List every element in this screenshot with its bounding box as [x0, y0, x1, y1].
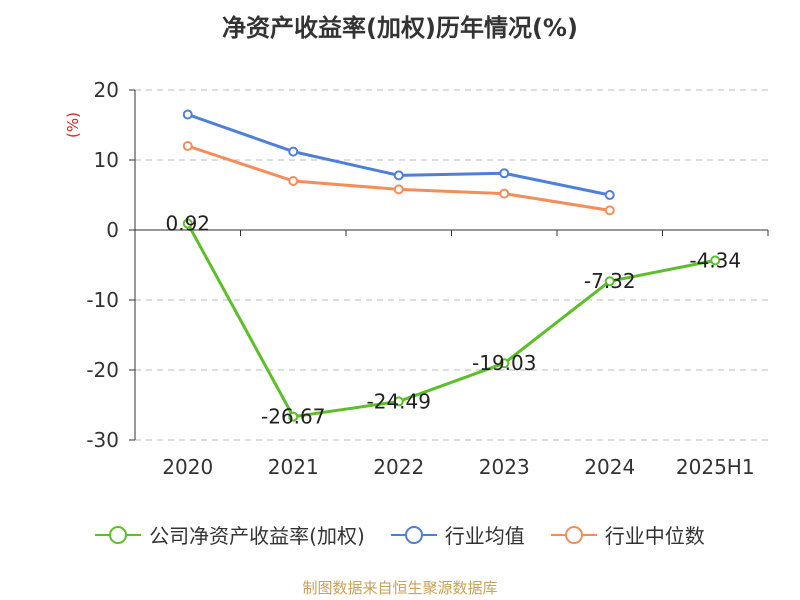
data-point — [288, 411, 299, 422]
data-point — [499, 188, 510, 199]
data-label: -24.49 — [367, 389, 431, 413]
y-tick-label: -30 — [86, 428, 119, 452]
data-point — [604, 190, 615, 200]
y-axis-label: (%) — [64, 112, 82, 138]
data-label: -26.67 — [261, 405, 325, 429]
chart-title: 净资产收益率(加权)历年情况(%) — [222, 14, 578, 42]
data-point — [499, 358, 510, 369]
data-point — [182, 109, 193, 120]
y-tick-label: 20 — [94, 78, 119, 102]
source-note: 制图数据来自恒生聚源数据库 — [302, 579, 498, 597]
data-label: -19.03 — [472, 351, 536, 375]
data-label: 0.92 — [165, 212, 210, 236]
data-point — [604, 276, 615, 287]
legend-item-company[interactable]: 公司净资产收益率(加权) — [95, 520, 365, 549]
series-line — [187, 113, 611, 197]
y-tick-label: -20 — [86, 358, 119, 382]
data-point — [288, 146, 299, 157]
data-point — [288, 176, 299, 186]
x-tick-label: 2020 — [162, 455, 213, 479]
legend-swatch-company — [95, 525, 142, 544]
x-tick-label: 2024 — [584, 455, 635, 479]
y-tick-label: 0 — [106, 218, 119, 242]
data-point — [710, 255, 721, 266]
series-line — [186, 222, 716, 419]
x-tick-label: 2021 — [268, 455, 319, 479]
y-tick-label: -10 — [86, 288, 119, 312]
x-tick-label: 2023 — [479, 455, 530, 479]
data-point — [604, 205, 615, 216]
chart-legend: 公司净资产收益率(加权) 行业均值 行业中位数 — [0, 520, 800, 549]
data-point — [393, 396, 404, 407]
legend-swatch-industry-median — [550, 525, 597, 544]
legend-item-industry-median[interactable]: 行业中位数 — [550, 520, 705, 549]
y-tick-label: 10 — [94, 148, 119, 172]
data-point — [182, 218, 193, 229]
legend-swatch-industry-mean — [390, 525, 437, 544]
data-point — [182, 141, 193, 151]
data-label: -4.34 — [689, 248, 741, 272]
legend-label-company: 公司净资产收益率(加权) — [149, 524, 365, 548]
legend-label-industry-median: 行业中位数 — [604, 524, 705, 548]
data-point — [393, 184, 404, 195]
x-tick-label: 2025H1 — [676, 455, 755, 479]
data-point — [499, 168, 510, 179]
legend-label-industry-mean: 行业均值 — [444, 524, 525, 548]
x-tick-label: 2022 — [373, 455, 424, 479]
data-point — [393, 170, 404, 181]
legend-item-industry-mean[interactable]: 行业均值 — [390, 520, 525, 549]
data-label: -7.32 — [584, 269, 636, 293]
